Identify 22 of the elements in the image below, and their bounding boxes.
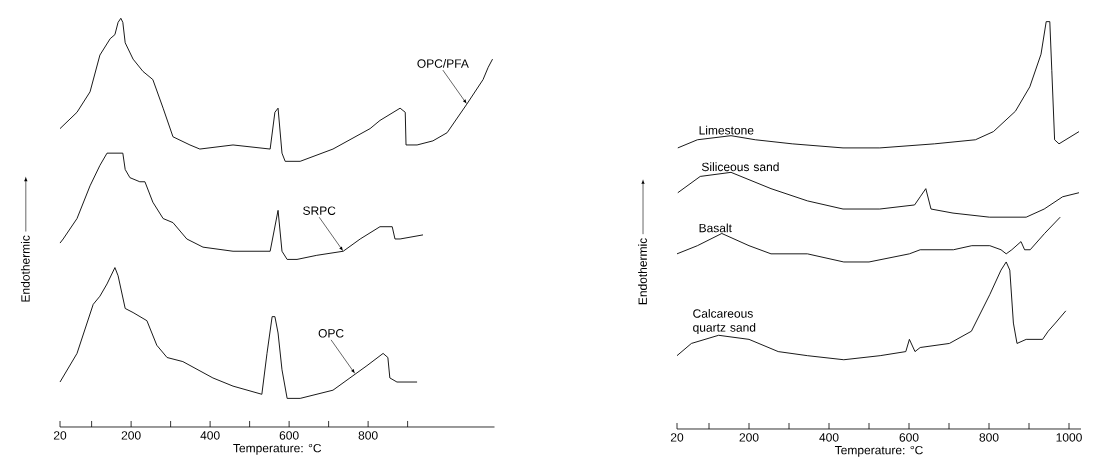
y-axis-title: Endothermic <box>20 235 30 302</box>
x-axis-title: Temperature: °C <box>834 445 923 457</box>
x-tick-label: 1000 <box>1056 433 1082 442</box>
y-axis-title: Endothermic <box>638 238 647 305</box>
series-label: Siliceous sand <box>701 162 779 172</box>
series-label: Calcareous quartz sand <box>693 308 756 335</box>
x-tick-label: 200 <box>739 433 759 442</box>
x-tick-label: 20 <box>53 431 67 440</box>
series-label: Basalt <box>699 223 732 233</box>
x-tick-label: 600 <box>279 431 299 440</box>
x-tick-label: 800 <box>358 431 378 440</box>
x-tick-label: 400 <box>819 433 839 442</box>
annotation: SRPC <box>303 206 336 215</box>
series-label: Limestone <box>699 125 754 135</box>
x-axis-title: Temperature: °C <box>233 443 322 455</box>
x-tick-label: 600 <box>899 433 919 442</box>
x-tick-label: 400 <box>200 431 220 440</box>
annotation: OPC <box>318 329 344 338</box>
x-tick-label: 800 <box>979 433 999 442</box>
x-tick-label: 200 <box>121 431 141 440</box>
x-tick-label: 20 <box>670 433 684 442</box>
annotation: OPC/PFA <box>417 58 469 68</box>
